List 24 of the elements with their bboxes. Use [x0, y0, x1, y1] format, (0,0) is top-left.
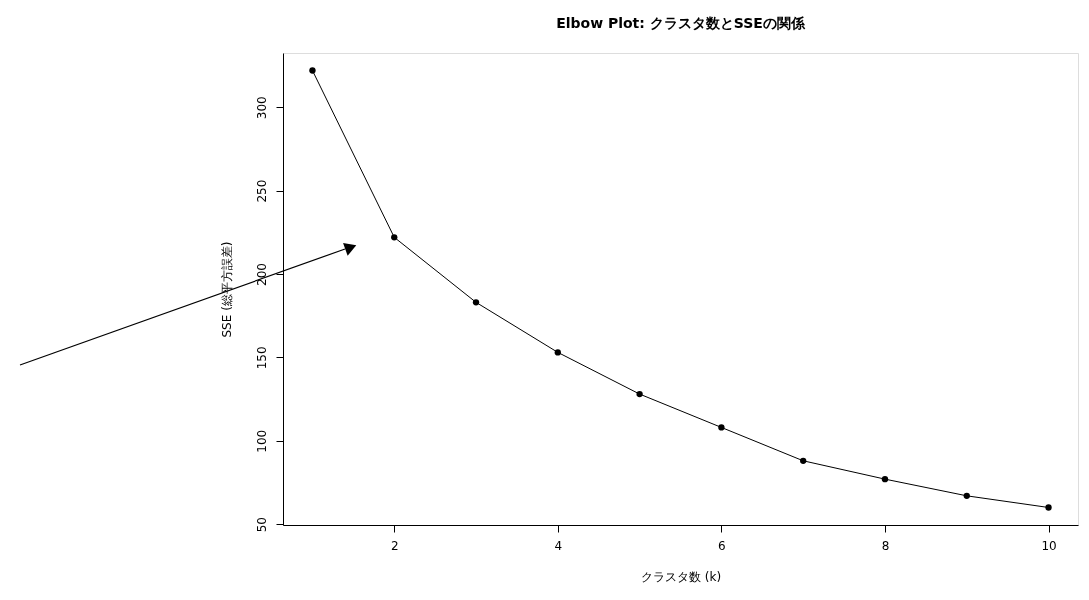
point	[718, 424, 725, 431]
point	[309, 67, 316, 74]
y-tick-label: 100	[254, 429, 269, 453]
chart-title: Elbow Plot: クラスタ数とSSEの関係	[556, 15, 806, 31]
point	[391, 234, 398, 241]
x-tick-label: 4	[554, 538, 563, 553]
point	[800, 457, 807, 464]
point	[472, 299, 480, 306]
point	[636, 390, 643, 398]
point	[1045, 504, 1052, 511]
y-tick-label: 150	[254, 346, 269, 370]
x-tick-label: 6	[718, 538, 726, 553]
y-tick-label: 300	[254, 96, 269, 120]
y-tick-label: 250	[254, 179, 269, 203]
x-tick-label: 10	[1041, 538, 1057, 553]
x-axis-title: クラスタ数 (k)	[640, 569, 722, 584]
x-tick-label: 8	[881, 538, 890, 553]
y-tick-label: 50	[254, 517, 269, 533]
y-axis-title: SSE (総平方誤差)	[219, 241, 234, 338]
y-tick-label: 200	[254, 263, 269, 286]
x-tick-label: 2	[390, 538, 399, 553]
point	[881, 475, 889, 483]
point	[963, 492, 970, 499]
point	[554, 349, 561, 356]
